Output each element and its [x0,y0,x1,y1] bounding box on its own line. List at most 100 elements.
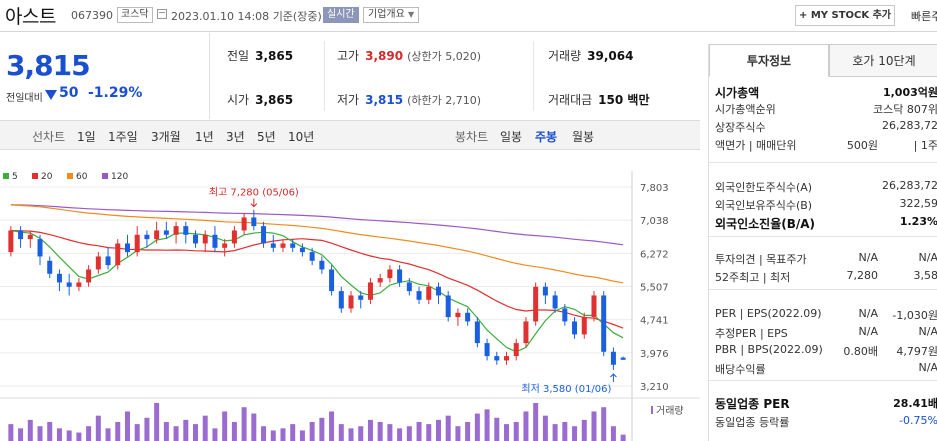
period-tab[interactable]: 5년 [257,130,276,144]
volume-bar [523,411,529,441]
volume-bar [222,411,228,441]
info-row: 52주최고 | 최저 7,280 3,58 [709,269,937,287]
info-label: 액면가 | 매매단위 [715,139,797,152]
volume-bar [494,417,500,441]
realtime-button[interactable]: 실시간 [323,7,359,23]
company-overview-button[interactable]: 기업개요 ▼ [363,7,420,23]
volume-bar [47,422,53,441]
y-tick-label: 7,038 [640,216,669,227]
candle-body [95,256,101,270]
volume-bar [319,417,325,441]
volume-bar [416,422,422,441]
period-tab[interactable]: 10년 [288,130,315,144]
info-row: 투자의견 | 목표주가 N/A N/A [709,251,937,269]
volume-label: 거래량 [656,405,684,417]
volume-bar [445,415,451,441]
info-row: 추정PER | EPS N/A N/A [709,325,937,343]
period-tab[interactable]: 1일 [77,130,96,144]
info-value: -0.75% [899,414,937,427]
volume-bar [212,428,218,441]
candle-tab-monthly[interactable]: 월봉 [572,130,595,144]
candle-body [474,321,480,344]
legend-label: 120 [111,172,128,182]
legend-swatch [67,173,73,179]
legend-swatch [32,173,38,179]
candle-body [105,256,111,266]
info-row: PBR | BPS(2022.09) 0.80배 4,797원 [709,343,937,361]
stat-high: 고가 3,890 (상한가 5,020) [337,47,481,64]
info-label: PBR | BPS(2022.09) [715,343,823,356]
company-overview-label: 기업개요 [368,9,405,20]
candle-body [426,286,432,300]
volume-bar [426,424,432,441]
price-change: 50 [59,85,79,101]
low-annotation: 최저 3,580 (01/06) [521,383,611,395]
stat-value: 3,865 [255,49,294,63]
candle-body [18,230,24,240]
current-price: 3,815 [6,49,91,82]
legend-label: 60 [76,172,88,182]
change-label: 전일대비 [6,93,43,104]
quick-search-link[interactable]: 빠른주 [911,10,937,23]
volume-bar [397,428,403,441]
volume-bar [572,426,578,441]
candle-body [484,343,490,357]
candle-body [319,260,325,270]
volume-bar [367,419,373,441]
volume-bar [8,424,14,441]
candle-body [251,217,257,227]
candle-tab-daily[interactable]: 일봉 [500,130,523,144]
stat-label: 고가 [337,49,360,63]
legend-swatch [102,173,108,179]
info-label: 시가총액 [715,86,760,100]
divider [709,236,937,237]
info-row: 액면가 | 매매단위 500원 | 1주 [709,137,937,155]
volume-bar [591,411,597,441]
candle-body [47,260,53,274]
volume-bar [173,426,179,441]
stat-volume: 거래량 39,064 [548,47,633,64]
info-value: N/A [858,325,878,338]
volume-bar [533,403,539,441]
volume-bar [144,417,150,441]
stat-label: 거래량 [548,49,582,63]
info-row: 외국인한도주식수(A) 26,283,72 [709,179,937,197]
candle-body [124,243,130,253]
info-row: 외국인소진율(B/A) 1.23% [709,215,937,233]
down-triangle-icon [45,90,57,100]
add-mystock-button[interactable]: + MY STOCK 추가 [795,5,895,26]
moving-average-line [10,204,624,246]
candle-body [193,234,199,244]
stat-value: 150 백만 [598,93,650,107]
info-value: -1,030원 [892,309,937,322]
candle-body [115,243,121,266]
tab-investment-info[interactable]: 투자정보 [709,44,829,77]
info-label: 외국인보유주식수(B) [715,199,813,212]
volume-bar [504,424,510,441]
candle-body [329,269,335,292]
y-tick-label: 3,976 [640,349,669,360]
info-value: | 1주 [913,139,937,152]
moving-average-line [10,204,624,284]
candle-body [299,247,305,253]
candle-body [513,343,519,357]
period-tab[interactable]: 3개월 [151,130,181,144]
tab-order-book[interactable]: 호가 10단계 [829,44,937,77]
period-tab[interactable]: 1주일 [108,130,138,144]
candle-body [231,230,237,244]
investment-info-panel: 투자정보 호가 10단계 시가총액 1,003억원 시가총액순위 코스닥 807위 상장… [708,44,937,441]
volume-bar [280,428,286,441]
period-tab[interactable]: 1년 [195,130,214,144]
info-row: 외국인보유주식수(B) 322,59 [709,197,937,215]
info-value: 7,280 [846,269,879,282]
candle-body [76,282,82,287]
info-label: 배당수익률 [715,363,766,376]
candle-body [261,226,267,244]
candle-body [202,234,208,244]
candle-body [348,295,354,309]
candle-body [591,295,597,318]
period-tab[interactable]: 3년 [226,130,245,144]
high-annotation: 최고 7,280 (05/06) [209,187,299,199]
candle-tab-weekly[interactable]: 주봉 [535,130,558,144]
divider [709,289,937,290]
